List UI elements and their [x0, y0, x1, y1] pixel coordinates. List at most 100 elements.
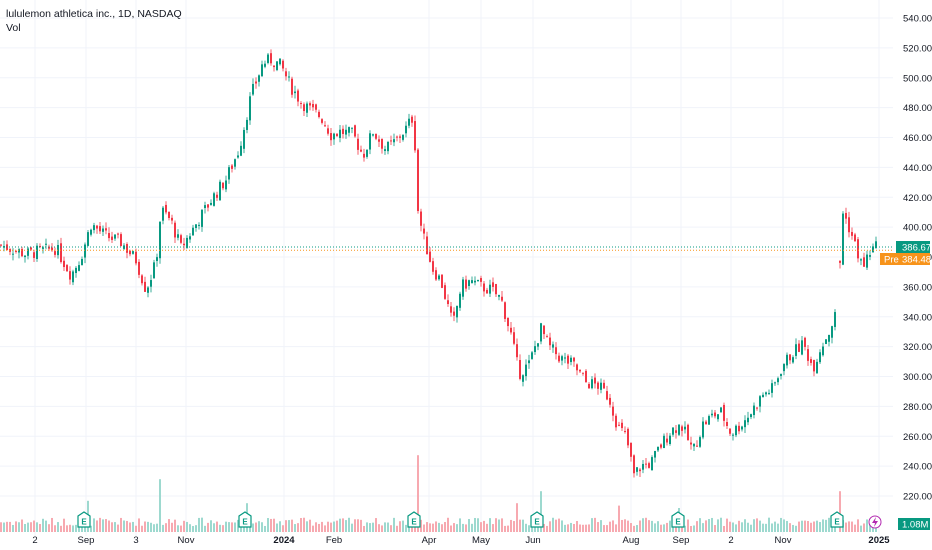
volume-bar — [213, 523, 215, 532]
volume-bar — [642, 518, 644, 532]
volume-bar — [465, 524, 467, 532]
candle-body — [729, 428, 731, 434]
volume-bar — [252, 523, 254, 532]
candle-body — [863, 257, 865, 267]
earnings-marker[interactable]: E — [77, 511, 91, 528]
volume-bar — [603, 525, 605, 532]
earnings-marker-letter: E — [81, 518, 87, 527]
volume-bar — [519, 519, 521, 532]
candle-body — [705, 421, 707, 425]
volume-bar — [564, 524, 566, 532]
volume-bar — [324, 525, 326, 532]
earnings-marker[interactable]: E — [530, 511, 544, 528]
volume-bar — [576, 520, 578, 532]
time-tick-label: 2025 — [868, 535, 890, 546]
candle-body — [711, 413, 713, 416]
candle-body — [246, 119, 248, 130]
candle-body — [384, 149, 386, 151]
volume-bar — [567, 524, 569, 532]
lightning-icon[interactable] — [868, 515, 882, 529]
volume-bar — [183, 520, 185, 532]
volume-bar — [171, 522, 173, 532]
volume-bar — [270, 518, 272, 532]
candle-body — [222, 182, 224, 189]
candle-body — [756, 407, 758, 409]
candle-body — [108, 233, 110, 239]
candle-body — [312, 104, 314, 108]
volume-bar — [561, 520, 563, 532]
candle-body — [875, 241, 877, 248]
volume-bar — [129, 522, 131, 532]
volume-bar — [12, 524, 14, 532]
volume-bar — [498, 519, 500, 532]
candle-body — [609, 397, 611, 405]
time-axis[interactable]: 2 Sep 3 Nov 2024 Feb Apr May Jun Aug Sep 2 Nov 2025 — [32, 535, 890, 546]
earnings-marker[interactable]: E — [830, 511, 844, 528]
candle-body — [675, 430, 677, 433]
volume-bar — [447, 517, 449, 532]
candle-body — [114, 234, 116, 239]
candle-body — [438, 275, 440, 280]
volume-bar — [384, 522, 386, 532]
volume-bar — [255, 522, 257, 532]
candle-body — [87, 232, 89, 246]
candle-body — [854, 234, 856, 242]
volume-bar — [393, 517, 395, 532]
volume-bar — [768, 517, 770, 532]
earnings-marker[interactable]: E — [407, 511, 421, 528]
earnings-marker[interactable]: E — [238, 511, 252, 528]
candle-body — [414, 121, 416, 151]
volume-indicator-label[interactable]: Vol — [6, 22, 21, 34]
volume-bar — [63, 518, 65, 532]
volume-bar — [513, 521, 515, 532]
candle-body — [872, 246, 874, 253]
volume-bar — [369, 523, 371, 532]
volume-bar — [177, 525, 179, 532]
candle-body — [678, 424, 680, 435]
volume-bar — [759, 520, 761, 532]
candle-body — [642, 463, 644, 470]
candle-body — [129, 250, 131, 255]
candle-body — [60, 243, 62, 263]
volume-bar — [432, 523, 434, 532]
volume-bar — [108, 520, 110, 532]
volume-bar — [336, 520, 338, 532]
candle-body — [654, 450, 656, 458]
volume-bar — [222, 525, 224, 532]
volume-bar — [516, 503, 518, 532]
volume-bar — [699, 518, 701, 532]
volume-bar — [36, 522, 38, 532]
volume-bar — [744, 519, 746, 532]
candle-body — [801, 340, 803, 355]
candle-body — [276, 61, 278, 71]
candle-body — [798, 343, 800, 352]
volume-bar — [810, 522, 812, 532]
candle-body — [771, 383, 773, 393]
volume-bar — [639, 520, 641, 532]
volume-bar — [828, 517, 830, 532]
volume-bar — [273, 518, 275, 532]
candle-body — [519, 360, 521, 379]
candle-body — [234, 159, 236, 167]
volume-bar — [426, 522, 428, 532]
earnings-marker[interactable]: E — [671, 511, 685, 528]
price-tick-label: 440.00 — [903, 163, 932, 174]
candle-body — [432, 261, 434, 272]
symbol-title[interactable]: lululemon athletica inc., 1D, NASDAQ — [6, 8, 182, 20]
candle-body — [105, 228, 107, 231]
candle-body — [783, 364, 785, 372]
volume-bar — [645, 517, 647, 532]
price-tick-label: 300.00 — [903, 372, 932, 383]
time-tick-label: Sep — [78, 535, 95, 546]
candle-body — [183, 243, 185, 246]
volume-bar — [45, 520, 47, 532]
volume-bar — [66, 525, 68, 532]
candle-body — [825, 339, 827, 344]
volume-bar — [360, 519, 362, 532]
candle-body — [441, 274, 443, 288]
candle-body — [594, 377, 596, 384]
candle-body — [237, 155, 239, 158]
volume-bar — [24, 523, 26, 532]
